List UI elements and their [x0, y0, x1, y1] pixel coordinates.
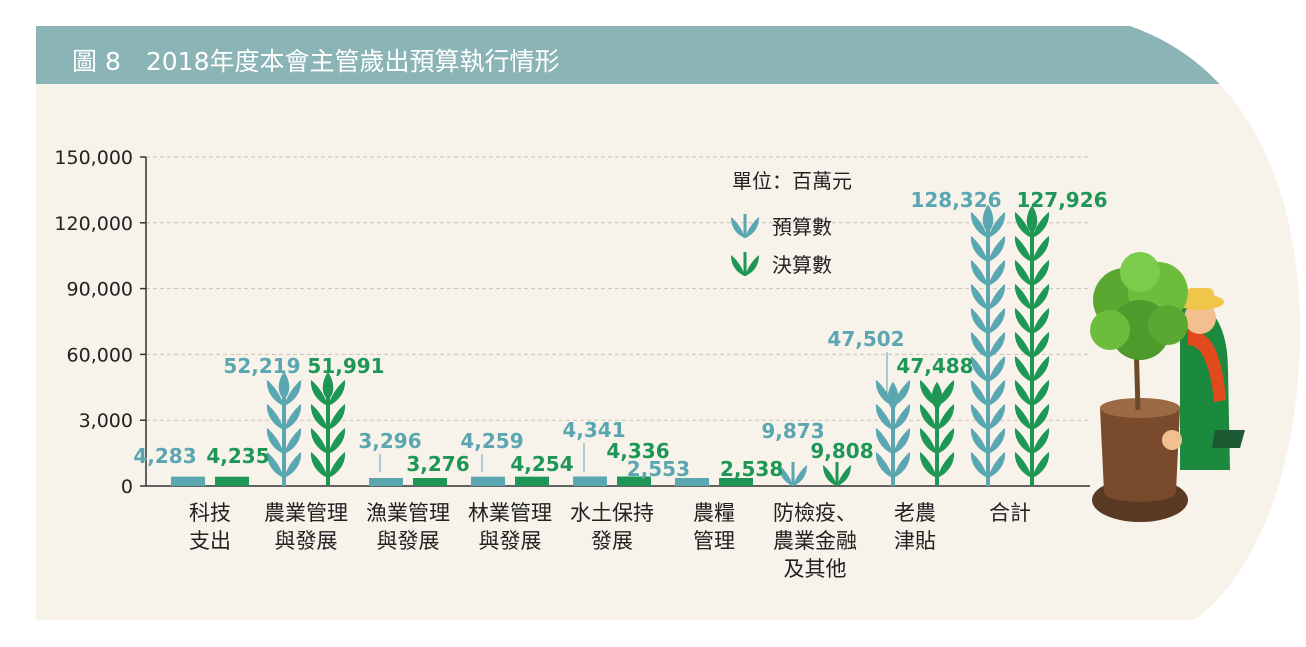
gardener-illustration-icon [1090, 252, 1245, 522]
legend-budget-sprout [731, 214, 759, 238]
value-label: 127,926 [1016, 188, 1107, 212]
actual-mark-plant [310, 371, 346, 486]
x-category-label: 與發展 [479, 529, 542, 553]
legend-actual-label: 決算數 [772, 253, 832, 277]
y-tick-label: 3,000 [79, 410, 133, 432]
actual-mark-plant [1014, 205, 1050, 486]
x-category-label: 科技 [189, 501, 231, 525]
actual-mark-bar [413, 478, 447, 486]
legend: 單位：百萬元 預算數 決算數 [731, 169, 852, 277]
value-label: 4,259 [460, 429, 523, 453]
y-axis-ticks: 0 3,000 60,000 90,000 120,000 150,000 [54, 147, 146, 498]
y-tick-label: 60,000 [67, 344, 133, 366]
value-label: 4,283 [133, 444, 196, 468]
x-category-label: 防檢疫、 [773, 501, 857, 525]
x-category-label: 發展 [591, 529, 633, 553]
budget-mark-bar [573, 476, 607, 486]
budget-mark-sprout [779, 462, 807, 486]
value-label: 4,336 [606, 439, 669, 463]
y-tick-label: 150,000 [54, 147, 133, 169]
value-label: 3,296 [358, 429, 421, 453]
actual-mark-sprout [823, 462, 851, 486]
budget-mark-bar [675, 478, 709, 486]
value-label: 3,276 [406, 452, 469, 476]
unit-label: 單位：百萬元 [732, 169, 852, 193]
budget-mark-plant [875, 380, 911, 486]
x-category-label: 及其他 [784, 557, 847, 581]
x-category-label: 農業管理 [264, 501, 348, 525]
y-tick-label: 0 [121, 476, 133, 498]
value-label: 2,553 [627, 457, 690, 481]
x-category-label: 合計 [989, 501, 1031, 525]
x-category-label: 管理 [693, 529, 735, 553]
value-label: 2,538 [720, 457, 783, 481]
budget-mark-bar [471, 476, 505, 486]
legend-budget-icon [731, 214, 759, 238]
value-label: 4,254 [510, 452, 573, 476]
actual-mark-bar [617, 476, 651, 486]
budget-mark-bar [171, 476, 205, 486]
legend-actual-icon [731, 252, 759, 276]
x-category-label: 林業管理 [468, 501, 552, 525]
budget-mark-bar [369, 478, 403, 486]
value-label: 47,488 [896, 354, 973, 378]
data-marks [171, 204, 1050, 486]
x-category-label: 農業金融 [773, 529, 857, 553]
value-label: 51,991 [307, 354, 384, 378]
value-label: 9,808 [810, 439, 873, 463]
value-labels: 4,283 4,235 52,219 51,991 3,2963,2764,2594,2… [133, 188, 1107, 481]
y-tick-label: 120,000 [54, 213, 133, 235]
x-category-label: 津貼 [894, 529, 936, 553]
x-category-label: 水土保持 [570, 501, 654, 525]
x-category-label: 與發展 [275, 529, 338, 553]
x-category-label: 與發展 [377, 529, 440, 553]
budget-mark-plant [266, 371, 302, 486]
x-category-label: 老農 [894, 501, 936, 525]
value-label: 4,235 [206, 444, 269, 468]
value-label: 47,502 [827, 327, 904, 351]
chart-title: 圖 8 2018年度本會主管歲出預算執行情形 [72, 47, 559, 76]
value-label: 128,326 [910, 188, 1001, 212]
actual-mark-bar [719, 478, 753, 486]
budget-mark-plant [970, 204, 1006, 486]
legend-budget-label: 預算數 [772, 215, 832, 239]
x-category-label: 農糧 [693, 501, 735, 525]
legend-actual-sprout [731, 252, 759, 276]
x-category-label: 支出 [189, 529, 231, 553]
x-category-label: 漁業管理 [366, 501, 450, 525]
value-label: 52,219 [223, 354, 300, 378]
title-band [36, 26, 1300, 84]
actual-mark-bar [215, 476, 249, 486]
actual-mark-plant [919, 380, 955, 486]
value-label: 4,341 [562, 418, 625, 442]
value-label: 9,873 [761, 419, 824, 443]
actual-mark-bar [515, 476, 549, 486]
y-tick-label: 90,000 [67, 279, 133, 301]
